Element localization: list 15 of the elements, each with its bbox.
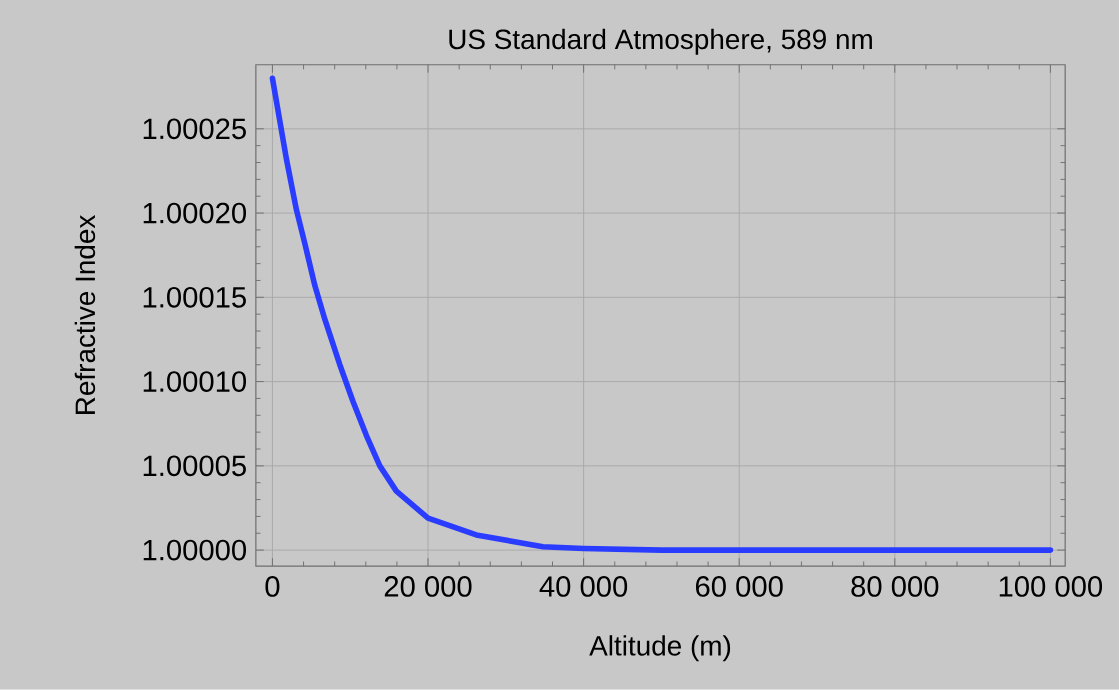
y-tick-label: 1.00025 — [143, 118, 246, 140]
x-tick-label: 100 000 — [999, 576, 1103, 597]
y-tick-label: 1.00015 — [143, 287, 246, 308]
y-axis-title: Refractive Index — [74, 215, 96, 415]
y-tick-label: 1.00010 — [143, 371, 247, 393]
x-tick-label: 40 000 — [539, 576, 628, 597]
y-tick-label: 1.00020 — [143, 202, 247, 224]
x-tick-label: 80 000 — [851, 576, 939, 597]
y-tick-label: 1.00000 — [143, 539, 247, 561]
x-axis-title: Altitude (m) — [589, 635, 731, 662]
x-tick-label: 20 000 — [384, 576, 472, 597]
chart-title: US Standard Atmosphere, 589 nm — [449, 28, 872, 55]
x-tick-label: 0 — [265, 576, 280, 597]
y-tick-label: 1.00005 — [143, 455, 246, 477]
x-tick-label: 60 000 — [695, 576, 783, 597]
